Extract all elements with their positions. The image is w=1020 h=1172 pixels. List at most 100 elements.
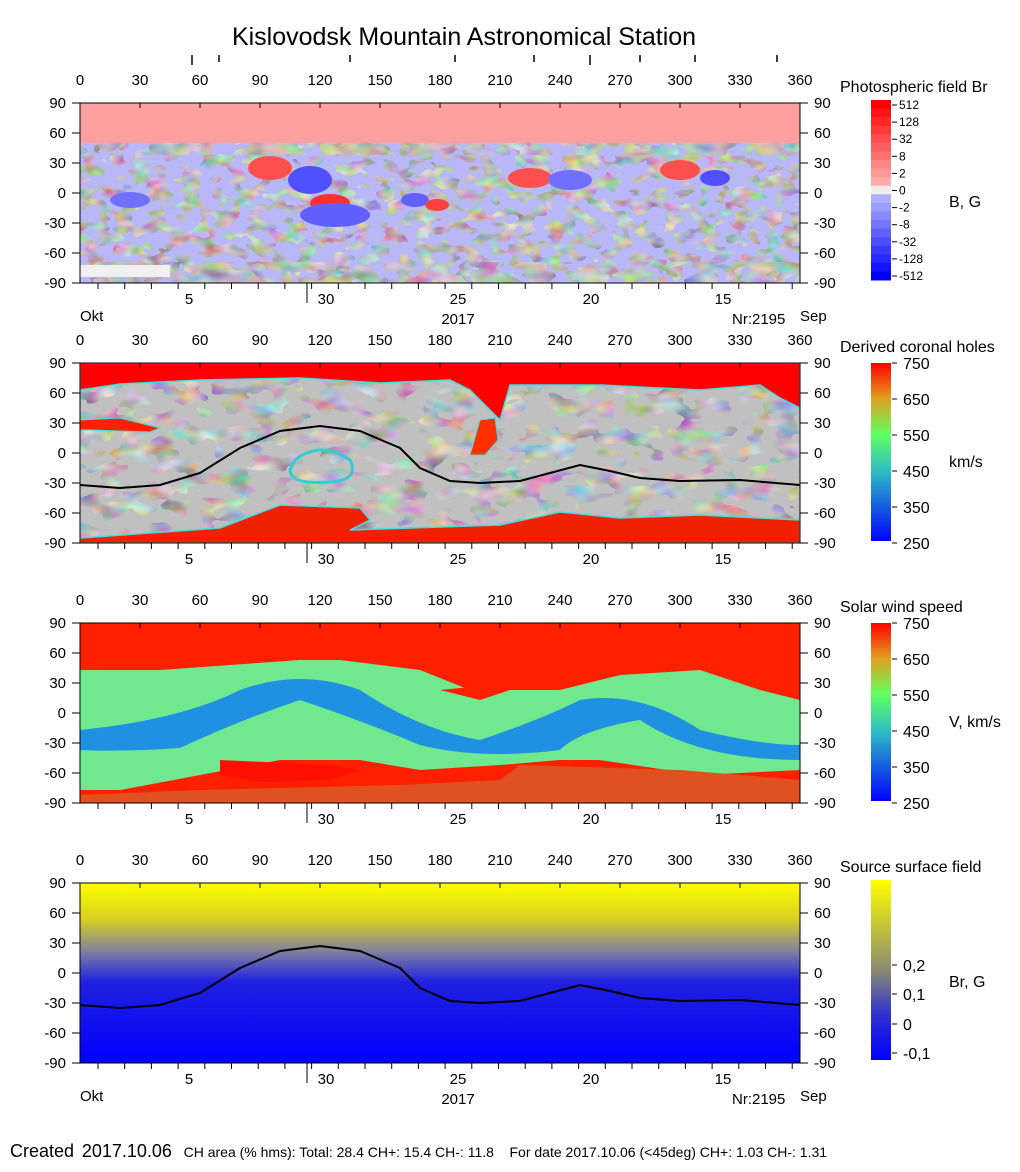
y-tick-label-left: 30 bbox=[49, 935, 66, 952]
colorbar-tick-label: 512 bbox=[899, 98, 919, 112]
x-tick-label: 150 bbox=[367, 852, 392, 869]
date-tick-label: 20 bbox=[583, 291, 600, 308]
x-tick-label: 360 bbox=[787, 592, 812, 609]
y-tick-label-right: 30 bbox=[814, 675, 831, 692]
x-tick-label: 180 bbox=[427, 72, 452, 89]
y-tick-label-right: 90 bbox=[814, 615, 831, 632]
colorbar-tick-label: -8 bbox=[899, 218, 910, 232]
y-tick-label-right: -90 bbox=[814, 535, 836, 552]
date-tick-label: 5 bbox=[185, 811, 193, 828]
y-tick-label-left: -60 bbox=[44, 245, 66, 262]
x-tick-label: 270 bbox=[607, 72, 632, 89]
x-tick-label: 150 bbox=[367, 332, 392, 349]
date-tick-label: 5 bbox=[185, 1071, 193, 1088]
y-tick-label-right: 30 bbox=[814, 155, 831, 172]
y-tick-label-right: 30 bbox=[814, 935, 831, 952]
y-tick-label-right: -90 bbox=[814, 795, 836, 812]
date-tick-label: 30 bbox=[318, 1071, 335, 1088]
y-tick-label-left: -30 bbox=[44, 215, 66, 232]
y-tick-label-left: 0 bbox=[58, 445, 66, 462]
x-tick-label: 180 bbox=[427, 332, 452, 349]
x-tick-label: 90 bbox=[252, 72, 269, 89]
x-tick-label: 300 bbox=[667, 72, 692, 89]
x-tick-label: 240 bbox=[547, 332, 572, 349]
colorbar-step bbox=[871, 160, 891, 170]
x-tick-label: 360 bbox=[787, 852, 812, 869]
x-tick-label: 210 bbox=[487, 852, 512, 869]
date-tick-label: 15 bbox=[715, 551, 732, 568]
month-left-label: Okt bbox=[80, 1088, 104, 1105]
x-tick-label: 120 bbox=[307, 332, 332, 349]
colorbar-tick-label: 2 bbox=[899, 166, 906, 180]
colorbar-photospheric bbox=[871, 100, 891, 281]
colorbar-tick-label: 750 bbox=[903, 356, 930, 373]
y-tick-label-right: 60 bbox=[814, 385, 831, 402]
colorbar-title: Derived coronal holes bbox=[840, 339, 995, 356]
x-tick-label: 150 bbox=[367, 592, 392, 609]
y-tick-label-left: 90 bbox=[49, 875, 66, 892]
x-tick-label: 60 bbox=[192, 332, 209, 349]
colorbar-tick-label: 8 bbox=[899, 149, 906, 163]
y-tick-label-left: 60 bbox=[49, 645, 66, 662]
colorbar-step bbox=[871, 117, 891, 127]
x-tick-label: 270 bbox=[607, 332, 632, 349]
colorbar-tick-label: 0 bbox=[899, 184, 906, 198]
colorbar-tick-label: -2 bbox=[899, 201, 910, 215]
colorbar-tick-label: 128 bbox=[899, 115, 919, 129]
x-tick-label: 150 bbox=[367, 72, 392, 89]
colorbar-tick-label: 250 bbox=[903, 796, 930, 813]
colorbar-step bbox=[871, 142, 891, 152]
colorbar-unit-label: V, km/s bbox=[949, 714, 1001, 731]
colorbar-tick-label: 32 bbox=[899, 132, 913, 146]
x-tick-label: 0 bbox=[76, 592, 84, 609]
colorbar-tick-label: 650 bbox=[903, 652, 930, 669]
colorbar-step bbox=[871, 271, 891, 281]
neutral-line bbox=[80, 944, 800, 1010]
x-tick-label: 0 bbox=[76, 852, 84, 869]
colorbar-tick-label: 550 bbox=[903, 688, 930, 705]
colorbar-step bbox=[871, 168, 891, 178]
y-tick-label-right: -30 bbox=[814, 995, 836, 1012]
x-tick-label: 60 bbox=[192, 592, 209, 609]
colorbar-step bbox=[871, 125, 891, 135]
y-tick-label-left: 30 bbox=[49, 155, 66, 172]
created-label: Created bbox=[10, 1141, 75, 1161]
y-tick-label-left: -30 bbox=[44, 475, 66, 492]
x-tick-label: 30 bbox=[132, 332, 149, 349]
date-tick-label: 25 bbox=[450, 551, 467, 568]
colorbar-tick-label: -512 bbox=[899, 269, 923, 283]
colorbar-step bbox=[871, 108, 891, 118]
y-tick-label-right: -30 bbox=[814, 475, 836, 492]
x-tick-label: 360 bbox=[787, 72, 812, 89]
date-tick-label: 25 bbox=[450, 1071, 467, 1088]
y-tick-label-left: -90 bbox=[44, 1055, 66, 1072]
y-tick-label-left: 60 bbox=[49, 385, 66, 402]
x-tick-label: 360 bbox=[787, 332, 812, 349]
colorbar-title: Source surface field bbox=[840, 859, 981, 876]
colorbar-step bbox=[871, 228, 891, 238]
x-tick-label: 300 bbox=[667, 852, 692, 869]
colorbar-step bbox=[871, 237, 891, 247]
y-tick-label-left: -60 bbox=[44, 505, 66, 522]
x-tick-label: 330 bbox=[727, 592, 752, 609]
x-tick-label: 330 bbox=[727, 332, 752, 349]
y-tick-label-right: -60 bbox=[814, 245, 836, 262]
x-tick-label: 330 bbox=[727, 72, 752, 89]
date-tick-label: 15 bbox=[715, 1071, 732, 1088]
x-tick-label: 120 bbox=[307, 592, 332, 609]
y-tick-label-right: 60 bbox=[814, 645, 831, 662]
x-tick-label: 300 bbox=[667, 592, 692, 609]
colorbar-tick-label: 450 bbox=[903, 724, 930, 741]
y-tick-label-right: 90 bbox=[814, 95, 831, 112]
colorbar-tick-label: 450 bbox=[903, 464, 930, 481]
x-tick-label: 180 bbox=[427, 592, 452, 609]
y-tick-label-left: -90 bbox=[44, 795, 66, 812]
colorbar-step bbox=[871, 177, 891, 187]
x-tick-label: 30 bbox=[132, 592, 149, 609]
colorbar-step bbox=[871, 211, 891, 221]
year-label: 2017 bbox=[441, 1091, 474, 1108]
x-tick-label: 240 bbox=[547, 72, 572, 89]
x-tick-label: 210 bbox=[487, 592, 512, 609]
colorbar-tick-label: 250 bbox=[903, 536, 930, 553]
